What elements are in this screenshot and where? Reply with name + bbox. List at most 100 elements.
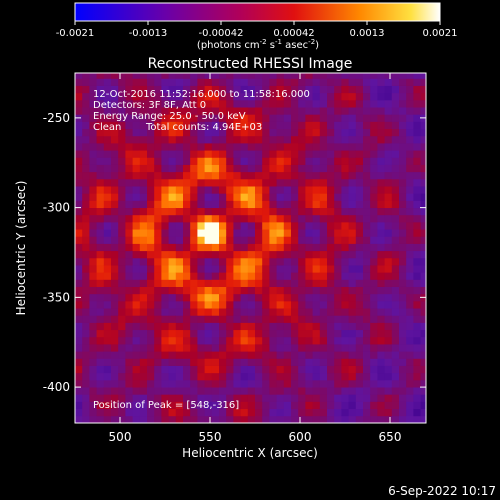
heatmap-cell <box>118 214 126 223</box>
heatmap-cell <box>111 265 119 273</box>
heatmap-cell <box>103 286 112 295</box>
heatmap-cell <box>348 315 357 323</box>
heatmap-cell <box>312 243 321 252</box>
heatmap-cell <box>211 308 220 316</box>
heatmap-cell <box>111 250 119 259</box>
heatmap-cell <box>298 135 306 144</box>
heatmap-cell <box>262 221 270 230</box>
heatmap-cell <box>305 257 313 266</box>
heatmap-cell <box>355 78 364 86</box>
heatmap-cell <box>204 143 213 151</box>
heatmap-cell <box>211 351 220 359</box>
heatmap-cell <box>413 186 421 194</box>
heatmap-cell <box>197 164 205 173</box>
heatmap-cell <box>89 99 97 108</box>
heatmap-cell <box>197 229 205 237</box>
heatmap-cell <box>269 143 277 151</box>
heatmap-cell <box>269 135 277 144</box>
heatmap-cell <box>420 272 426 280</box>
heatmap-cell <box>183 236 191 244</box>
heatmap-cell <box>219 214 227 223</box>
heatmap-cell <box>219 186 227 194</box>
heatmap-cell <box>168 265 177 273</box>
heatmap-cell <box>125 401 133 410</box>
heatmap-cell <box>420 351 426 359</box>
heatmap-cell <box>348 135 357 144</box>
heatmap-cell <box>139 372 148 381</box>
heatmap-cell <box>363 193 371 201</box>
heatmap-cell <box>125 164 133 173</box>
heatmap-cell <box>82 300 90 309</box>
heatmap-cell <box>399 415 407 423</box>
heatmap-cell <box>147 279 155 287</box>
heatmap-cell <box>305 408 313 417</box>
heatmap-cell <box>118 85 126 94</box>
heatmap-cell <box>226 358 234 366</box>
heatmap-cell <box>197 157 205 165</box>
heatmap-cell <box>89 308 97 316</box>
heatmap-cell <box>168 171 177 180</box>
heatmap-cell <box>190 128 198 137</box>
heatmap-cell <box>211 358 220 366</box>
heatmap-cell <box>399 308 407 316</box>
heatmap-cell <box>420 387 426 395</box>
heatmap-cell <box>82 92 90 101</box>
heatmap-cell <box>255 85 263 94</box>
heatmap-cell <box>96 322 105 331</box>
heatmap-cell <box>319 300 328 309</box>
heatmap-cell <box>161 315 169 323</box>
heatmap-cell <box>413 293 421 302</box>
heatmap-cell <box>190 73 198 79</box>
heatmap-cell <box>413 351 421 359</box>
heatmap-cell <box>118 200 126 209</box>
heatmap-cell <box>190 408 198 417</box>
heatmap-cell <box>75 336 83 345</box>
heatmap-cell <box>175 265 184 273</box>
heatmap-cell <box>103 308 112 316</box>
heatmap-cell <box>327 200 335 209</box>
heatmap-cell <box>283 401 292 410</box>
heatmap-cell <box>269 293 277 302</box>
heatmap-cell <box>276 408 285 417</box>
heatmap-cell <box>377 379 385 388</box>
heatmap-cell <box>370 243 378 252</box>
heatmap-cell <box>247 394 256 402</box>
heatmap-cell <box>125 308 133 316</box>
heatmap-cell <box>327 78 335 86</box>
heatmap-cell <box>355 85 364 94</box>
heatmap-cell <box>413 365 421 374</box>
heatmap-cell <box>147 408 155 417</box>
heatmap-cell <box>89 329 97 338</box>
heatmap-cell <box>262 114 270 122</box>
heatmap-cell <box>111 200 119 209</box>
heatmap-cell <box>82 157 90 165</box>
heatmap-cell <box>147 372 155 381</box>
heatmap-cell <box>82 279 90 287</box>
heatmap-cell <box>247 186 256 194</box>
heatmap-cell <box>168 308 177 316</box>
heatmap-cell <box>413 250 421 259</box>
heatmap-cell <box>334 408 342 417</box>
heatmap-cell <box>377 78 385 86</box>
heatmap-cell <box>103 186 112 194</box>
heatmap-cell <box>305 207 313 216</box>
heatmap-cell <box>175 358 184 366</box>
heatmap-cell <box>204 387 213 395</box>
heatmap-cell <box>125 85 133 94</box>
heatmap-cell <box>319 315 328 323</box>
heatmap-cell <box>283 336 292 345</box>
heatmap-cell <box>183 243 191 252</box>
heatmap-cell <box>283 236 292 244</box>
heatmap-cell <box>377 300 385 309</box>
heatmap-cell <box>391 257 400 266</box>
heatmap-cell <box>139 73 148 79</box>
heatmap-cell <box>111 171 119 180</box>
heatmap-cell <box>391 300 400 309</box>
heatmap-cell <box>190 372 198 381</box>
heatmap-cell <box>341 99 349 108</box>
heatmap-cell <box>111 135 119 144</box>
heatmap-cell <box>197 114 205 122</box>
heatmap-cell <box>211 73 220 79</box>
heatmap-cell <box>283 178 292 187</box>
heatmap-cell <box>384 365 393 374</box>
